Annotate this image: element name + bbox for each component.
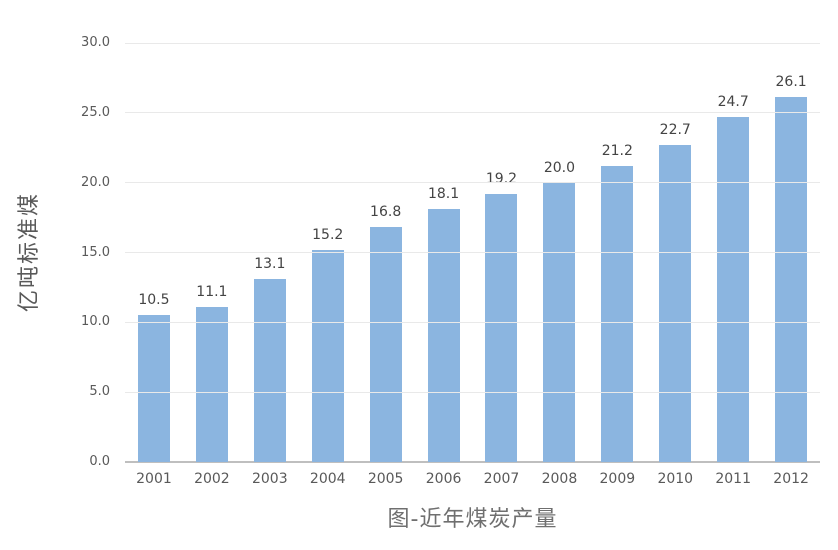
bar	[195, 306, 228, 462]
bar-value-label: 20.0	[543, 159, 575, 176]
bar	[311, 249, 344, 462]
bars-row: 10.5 11.1 13.1 15.2 16.8 18.1 19.2 20.0 21.2 22.7…	[125, 43, 820, 462]
bar-slot: 26.1	[762, 43, 820, 462]
bar	[659, 144, 692, 462]
bar-value-label: 16.8	[370, 204, 402, 221]
x-axis-labels: 2001 2002 2003 2004 2005 2006 2007 2008 2009 2010…	[125, 471, 820, 487]
bar	[775, 97, 808, 462]
bar-slot: 16.8	[357, 43, 415, 462]
x-tick-label: 2003	[251, 471, 288, 487]
y-tick-label: 25.0	[81, 104, 110, 120]
bar-value-label: 18.1	[427, 186, 460, 203]
x-tick-label: 2005	[367, 471, 404, 487]
bar	[137, 315, 170, 462]
bar-slot: 10.5	[125, 43, 183, 462]
y-tick-label: 10.0	[81, 314, 110, 330]
x-tick-label: 2004	[309, 471, 346, 487]
bar-slot: 24.7	[704, 43, 762, 462]
y-tick-label: 15.0	[81, 244, 110, 260]
x-tick-label: 2001	[136, 471, 172, 487]
bar	[601, 165, 634, 462]
bar-value-label: 11.1	[196, 283, 228, 300]
bar-slot: 21.2	[588, 43, 646, 462]
gridline	[125, 112, 820, 114]
gridline	[125, 42, 820, 44]
x-tick-label: 2002	[194, 471, 230, 487]
x-tick-label: 2006	[425, 471, 462, 487]
bar-value-label: 22.7	[659, 121, 691, 138]
x-tick-label: 2009	[599, 471, 636, 487]
bar-value-label: 21.2	[601, 142, 633, 159]
x-tick-label: 2008	[541, 471, 578, 487]
bar-slot: 13.1	[241, 43, 299, 462]
bar-slot: 18.1	[415, 43, 473, 462]
x-axis-line	[125, 461, 820, 463]
chart-title: 图-近年煤炭产量	[387, 507, 558, 532]
bar	[427, 209, 460, 462]
bar-value-label: 19.2	[485, 170, 518, 187]
x-tick-label: 2011	[715, 471, 751, 487]
bar-value-label: 13.1	[254, 256, 286, 273]
bar	[717, 117, 750, 462]
y-tick-label: 0.0	[89, 454, 110, 469]
gridline	[125, 252, 820, 253]
bar	[485, 193, 518, 462]
y-tick-label: 30.0	[81, 35, 110, 50]
bar	[253, 279, 286, 462]
bar	[369, 227, 402, 462]
bar-slot: 15.2	[299, 43, 357, 462]
y-tick-label: 20.0	[81, 174, 110, 190]
bar-value-label: 15.2	[312, 226, 344, 243]
bar-slot: 11.1	[183, 43, 241, 462]
bar-slot: 22.7	[646, 43, 704, 462]
x-tick-label: 2012	[773, 471, 809, 487]
plot-area: 10.5 11.1 13.1 15.2 16.8 18.1 19.2 20.0 21.2 22.7…	[125, 42, 820, 463]
x-tick-label: 2010	[657, 471, 694, 487]
gridline	[125, 182, 820, 184]
y-tick-label: 5.0	[89, 384, 110, 400]
x-tick-label: 2007	[483, 471, 520, 487]
gridline	[125, 391, 820, 393]
bar-slot: 19.2	[473, 43, 531, 462]
gridline	[125, 321, 820, 323]
bar-value-label: 10.5	[138, 292, 170, 309]
bar-value-label: 26.1	[775, 74, 807, 91]
bar-value-label: 24.7	[717, 94, 749, 111]
